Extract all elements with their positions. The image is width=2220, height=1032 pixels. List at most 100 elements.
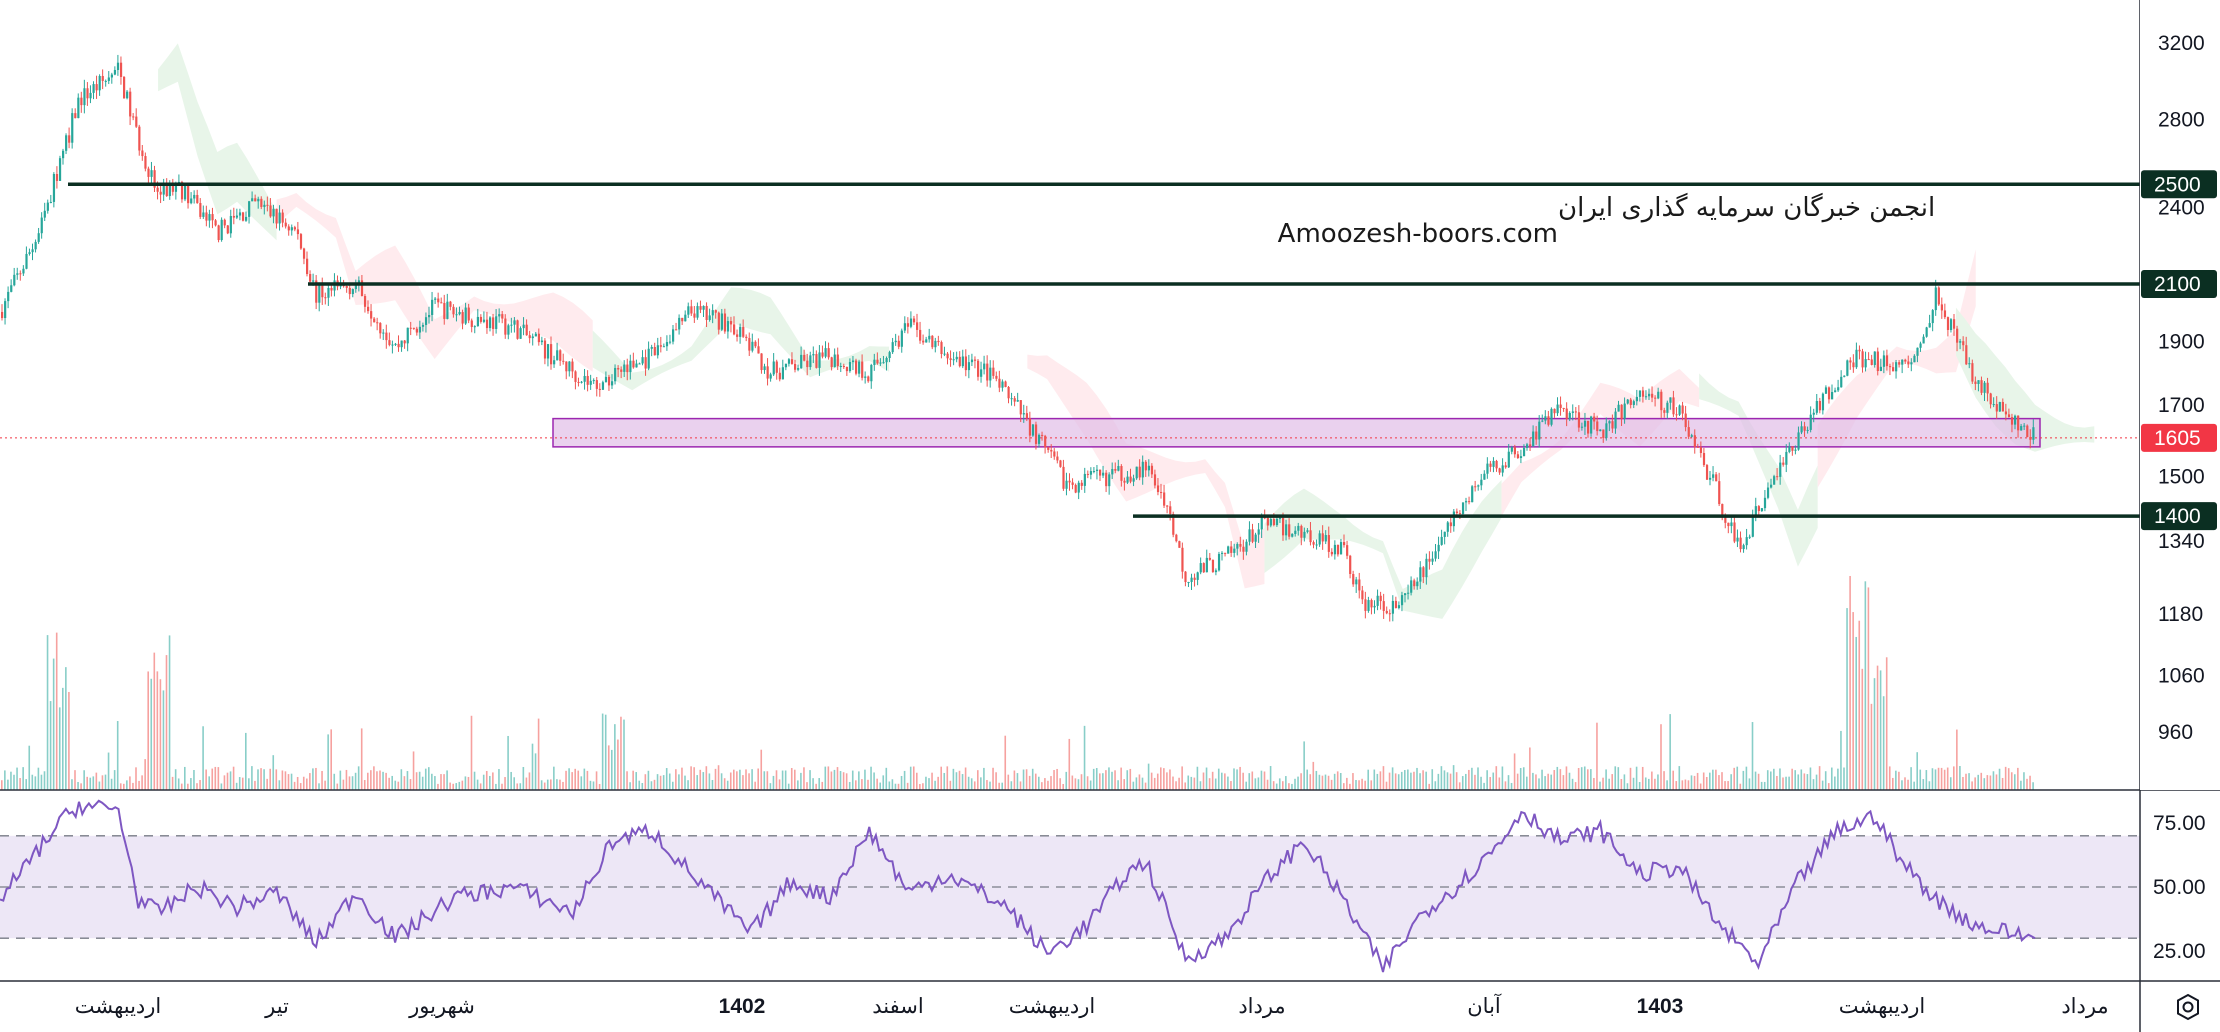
candle-body[interactable]	[1818, 400, 1821, 411]
candle-body[interactable]	[1221, 552, 1224, 554]
candle-body[interactable]	[1379, 595, 1382, 602]
candle-body[interactable]	[607, 376, 611, 386]
candle-body[interactable]	[1965, 345, 1968, 365]
candle-body[interactable]	[1095, 469, 1099, 471]
candle-body[interactable]	[1876, 351, 1879, 372]
candle-body[interactable]	[1992, 404, 1995, 406]
candle-body[interactable]	[80, 97, 83, 106]
candle-body[interactable]	[1904, 359, 1907, 362]
candle-body[interactable]	[1416, 581, 1419, 587]
candle-body[interactable]	[1535, 431, 1538, 440]
candle-body[interactable]	[1669, 397, 1672, 403]
candle-body[interactable]	[2010, 417, 2014, 425]
candle-body[interactable]	[1824, 387, 1828, 394]
candle-body[interactable]	[1193, 577, 1196, 580]
candle-body[interactable]	[1422, 567, 1425, 578]
candle-body[interactable]	[1806, 429, 1809, 431]
candle-body[interactable]	[77, 97, 80, 119]
candle-body[interactable]	[760, 353, 763, 371]
candle-body[interactable]	[1471, 486, 1474, 503]
candle-body[interactable]	[714, 310, 717, 313]
candle-body[interactable]	[1089, 471, 1093, 475]
candle-body[interactable]	[1074, 484, 1077, 493]
candle-body[interactable]	[952, 359, 955, 361]
candle-body[interactable]	[1760, 508, 1764, 512]
candle-body[interactable]	[534, 333, 537, 337]
candle-body[interactable]	[1443, 531, 1446, 537]
candle-body[interactable]	[1404, 593, 1407, 596]
candle-body[interactable]	[385, 332, 388, 341]
candle-body[interactable]	[1285, 524, 1288, 536]
candle-body[interactable]	[86, 88, 89, 99]
candle-body[interactable]	[757, 346, 760, 354]
candle-body[interactable]	[83, 88, 86, 106]
candle-body[interactable]	[278, 212, 281, 224]
candle-body[interactable]	[1565, 408, 1568, 420]
candle-body[interactable]	[1010, 398, 1013, 400]
candle-body[interactable]	[1452, 511, 1455, 527]
candle-body[interactable]	[1172, 513, 1175, 535]
candle-body[interactable]	[754, 341, 757, 347]
candle-body[interactable]	[970, 359, 974, 363]
candle-body[interactable]	[1132, 478, 1135, 482]
candle-body[interactable]	[302, 248, 306, 259]
candle-body[interactable]	[977, 360, 980, 377]
candle-body[interactable]	[519, 328, 522, 339]
candle-body[interactable]	[354, 284, 357, 290]
support-zone-rect[interactable]	[552, 417, 2041, 448]
candle-body[interactable]	[1431, 558, 1434, 562]
candle-body[interactable]	[1315, 544, 1318, 546]
candle-body[interactable]	[858, 361, 861, 374]
candle-body[interactable]	[324, 297, 327, 299]
candle-body[interactable]	[736, 334, 739, 337]
candle-body[interactable]	[1034, 424, 1038, 444]
candle-body[interactable]	[394, 343, 397, 345]
candle-body[interactable]	[482, 319, 486, 322]
candle-body[interactable]	[74, 113, 77, 119]
rsi-pane[interactable]	[0, 799, 2140, 973]
candle-body[interactable]	[1544, 416, 1547, 421]
candle-body[interactable]	[672, 329, 675, 342]
candle-body[interactable]	[720, 313, 723, 330]
candle-body[interactable]	[611, 381, 614, 386]
candle-body[interactable]	[1053, 451, 1056, 457]
candle-body[interactable]	[1593, 416, 1596, 422]
candle-body[interactable]	[577, 381, 580, 383]
candle-body[interactable]	[1959, 341, 1962, 343]
candle-body[interactable]	[986, 363, 989, 381]
candle-body[interactable]	[1873, 351, 1876, 365]
candle-body[interactable]	[1504, 465, 1507, 468]
candle-body[interactable]	[339, 285, 342, 287]
candle-body[interactable]	[241, 212, 245, 221]
candle-body[interactable]	[876, 359, 879, 364]
candle-body[interactable]	[1214, 570, 1218, 573]
candle-body[interactable]	[2023, 425, 2026, 427]
candle-body[interactable]	[107, 77, 110, 81]
candle-body[interactable]	[1257, 529, 1260, 535]
candle-body[interactable]	[296, 229, 300, 235]
candle-body[interactable]	[217, 225, 220, 241]
candle-body[interactable]	[507, 325, 510, 335]
candle-body[interactable]	[1660, 391, 1663, 411]
candle-body[interactable]	[1657, 391, 1660, 399]
candle-body[interactable]	[1705, 465, 1709, 480]
candle-body[interactable]	[1050, 449, 1053, 452]
candle-body[interactable]	[702, 305, 705, 310]
candle-body[interactable]	[559, 350, 562, 361]
candle-body[interactable]	[1861, 351, 1864, 368]
candle-body[interactable]	[1754, 506, 1757, 515]
candle-body[interactable]	[961, 356, 964, 367]
candle-body[interactable]	[1510, 447, 1513, 452]
candle-body[interactable]	[220, 219, 223, 241]
candle-body[interactable]	[1940, 304, 1943, 311]
candle-body[interactable]	[717, 312, 720, 330]
candle-body[interactable]	[1638, 390, 1642, 397]
candle-body[interactable]	[418, 326, 422, 333]
candle-body[interactable]	[1651, 393, 1654, 398]
candle-body[interactable]	[1306, 530, 1309, 532]
candle-body[interactable]	[604, 376, 608, 383]
candle-body[interactable]	[864, 376, 867, 378]
candle-body[interactable]	[1187, 582, 1190, 584]
candle-body[interactable]	[1239, 544, 1242, 547]
candle-body[interactable]	[1263, 517, 1266, 519]
